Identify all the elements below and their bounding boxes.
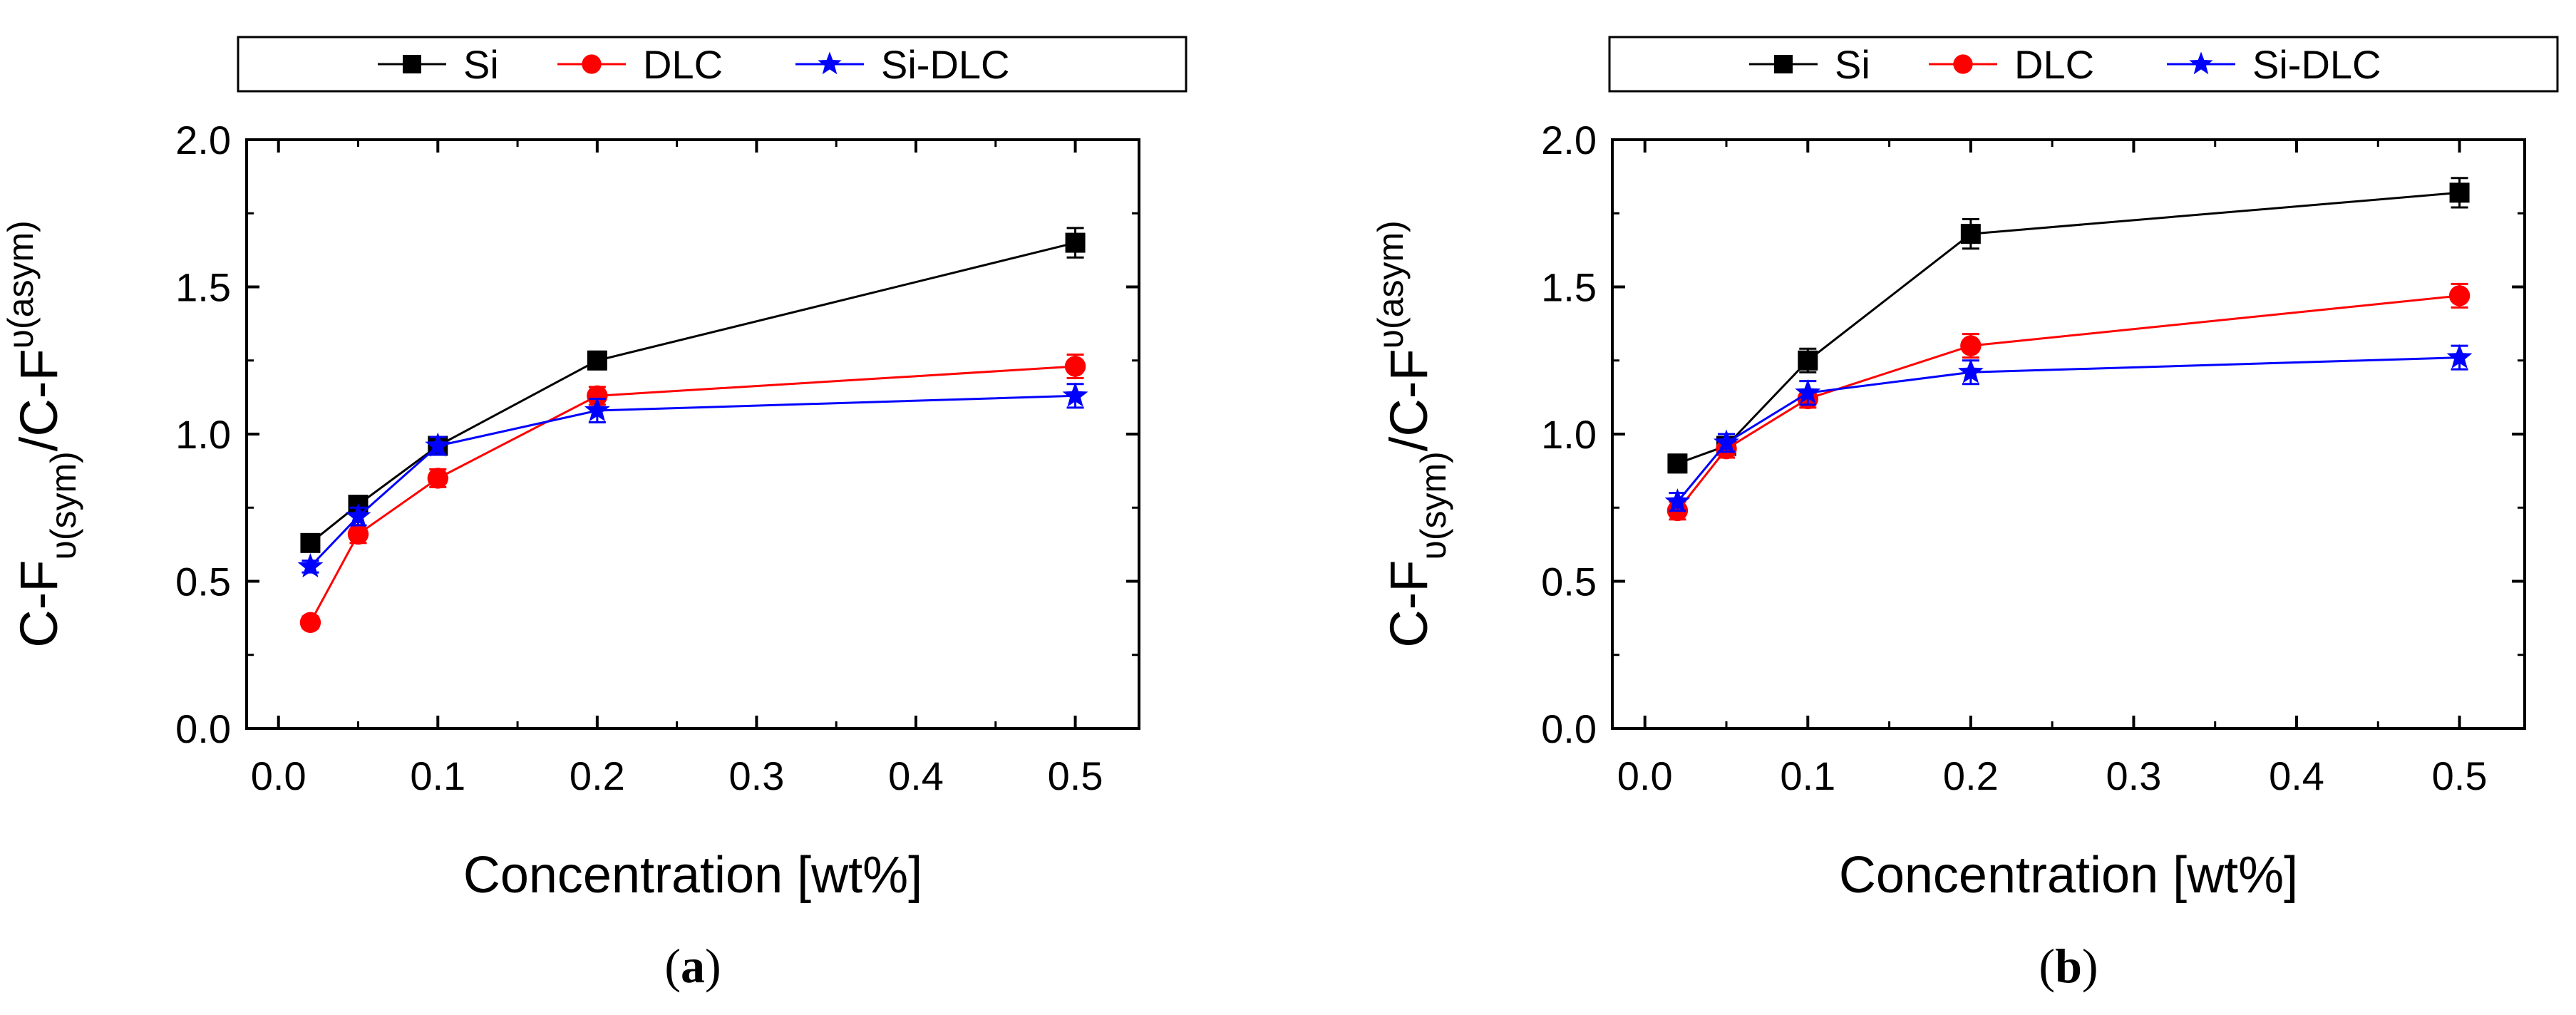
- x-tick-label: 0.4: [2269, 753, 2324, 798]
- series-si-dlc: [297, 382, 1088, 578]
- y-axis-label: C-Fυ(sym)/C-Fυ(asym): [1, 220, 83, 648]
- data-point-si-dlc: [584, 397, 610, 422]
- legend-label-si: Si: [463, 42, 499, 87]
- x-tick-label: 0.1: [410, 753, 465, 798]
- y-axis-label-sub-sym: υ(sym): [43, 451, 83, 560]
- series-line-si-dlc: [309, 394, 1076, 567]
- data-point-si: [300, 532, 321, 553]
- legend-marker-si-dlc: [818, 51, 842, 75]
- data-point-si: [1065, 232, 1086, 253]
- y-tick-label: 1.5: [175, 265, 231, 310]
- plot-frame: [245, 138, 1140, 730]
- x-tick-label: 0.3: [2106, 753, 2161, 798]
- series-dlc: [1666, 282, 2471, 522]
- y-tick-label: 0.0: [1541, 706, 1597, 751]
- x-tick-label: 0.1: [1780, 753, 1835, 798]
- legend-label-dlc: DLC: [2014, 42, 2094, 87]
- x-tick-label: 0.0: [251, 753, 306, 798]
- y-axis-label: C-Fυ(sym)/C-Fυ(asym): [1371, 220, 1453, 648]
- caption-close-paren: ): [705, 939, 721, 993]
- series-line-dlc: [1676, 294, 2460, 512]
- legend-marker-si: [403, 55, 421, 73]
- series-line-si: [1676, 191, 2460, 465]
- data-point-dlc: [1064, 356, 1086, 377]
- series-line-si-dlc: [1676, 356, 2460, 503]
- x-tick-label: 0.5: [2432, 753, 2488, 798]
- legend-marker-dlc: [582, 54, 602, 74]
- data-point-si-dlc: [425, 432, 451, 457]
- y-axis-label-main: C-F: [9, 560, 68, 647]
- legend: Si DLC Si-DLC: [237, 36, 1187, 93]
- y-axis-label-sub-asym: υ(asym): [1371, 220, 1411, 349]
- panel-caption: (a): [664, 939, 721, 993]
- y-tick-label: 2.0: [1541, 118, 1597, 163]
- y-tick-label: 1.0: [175, 412, 231, 457]
- legend-label-dlc: DLC: [643, 42, 723, 87]
- data-point-si: [1960, 224, 1981, 244]
- caption-open-paren: (: [2039, 939, 2055, 993]
- legend-marker-si: [1774, 55, 1793, 73]
- legend-label-si-dlc: Si-DLC: [881, 42, 1009, 87]
- x-tick-label: 0.2: [1943, 753, 1999, 798]
- y-tick-label: 0.5: [175, 560, 231, 604]
- data-point-si: [1667, 453, 1688, 474]
- data-point-si: [1798, 350, 1818, 371]
- y-axis-label-separator: /C-F: [9, 349, 68, 451]
- caption-open-paren: (: [664, 939, 681, 993]
- y-axis-label-sub-sym: υ(sym): [1413, 451, 1453, 560]
- data-point-dlc: [587, 385, 608, 407]
- caption-letter: a: [681, 939, 705, 993]
- y-tick-label: 0.5: [1541, 560, 1597, 604]
- legend-label-si: Si: [1835, 42, 1870, 87]
- legend-label-si-dlc: Si-DLC: [2252, 42, 2381, 87]
- series-si-dlc: [1664, 344, 2473, 513]
- data-point-si-dlc: [1714, 429, 1739, 454]
- y-axis-label-sub-asym: υ(asym): [1, 220, 41, 349]
- series-line-si: [309, 242, 1076, 544]
- data-point-si-dlc: [1664, 488, 1691, 513]
- legend: Si DLC Si-DLC: [1608, 36, 2559, 93]
- data-point-si: [2449, 182, 2470, 203]
- x-tick-label: 0.4: [888, 753, 944, 798]
- y-tick-label: 1.5: [1541, 265, 1597, 310]
- data-point-si-dlc: [345, 503, 371, 527]
- chart-panel-b: Si DLC Si-DLC 0.0 0.1 0.2 0.3 0.4 0.5 0.0 0.5 1.0 1.…: [1371, 36, 2559, 993]
- data-point-si-dlc: [1795, 379, 1821, 404]
- x-tick-label: 0.2: [570, 753, 625, 798]
- legend-marker-si-dlc: [2189, 51, 2213, 75]
- y-tick-label: 1.0: [1541, 412, 1597, 457]
- y-tick-label: 0.0: [175, 706, 231, 751]
- data-point-si: [587, 350, 607, 371]
- x-tick-label: 0.5: [1048, 753, 1103, 798]
- series-dlc: [299, 353, 1086, 634]
- series-si: [1667, 177, 2470, 474]
- data-point-dlc: [427, 468, 448, 489]
- y-axis-label-separator: /C-F: [1379, 349, 1438, 451]
- x-tick-label: 0.3: [728, 753, 784, 798]
- y-tick-label: 2.0: [175, 118, 231, 163]
- data-point-si-dlc: [1062, 382, 1088, 407]
- y-axis-label-main: C-F: [1379, 560, 1438, 647]
- chart-panel-a: Si DLC Si-DLC 0.0 0.1 0.2 0.3 0.4 0.5 0.0 0.5 1.0 1.…: [1, 36, 1187, 993]
- data-point-dlc: [2448, 285, 2471, 306]
- data-point-si-dlc: [297, 553, 324, 578]
- data-point-dlc: [1960, 335, 1982, 356]
- legend-marker-dlc: [1953, 54, 1973, 74]
- data-point-dlc: [347, 523, 369, 545]
- data-point-si-dlc: [2446, 344, 2473, 369]
- data-point-si-dlc: [1957, 359, 1984, 383]
- x-axis-label: Concentration [wt%]: [463, 847, 922, 904]
- panel-caption: (b): [2039, 939, 2098, 993]
- x-tick-label: 0.0: [1617, 753, 1673, 798]
- caption-close-paren: ): [2082, 939, 2098, 993]
- series-line-dlc: [309, 365, 1076, 624]
- caption-letter: b: [2055, 939, 2082, 993]
- data-point-dlc: [299, 612, 321, 634]
- x-axis-label: Concentration [wt%]: [1839, 847, 2298, 904]
